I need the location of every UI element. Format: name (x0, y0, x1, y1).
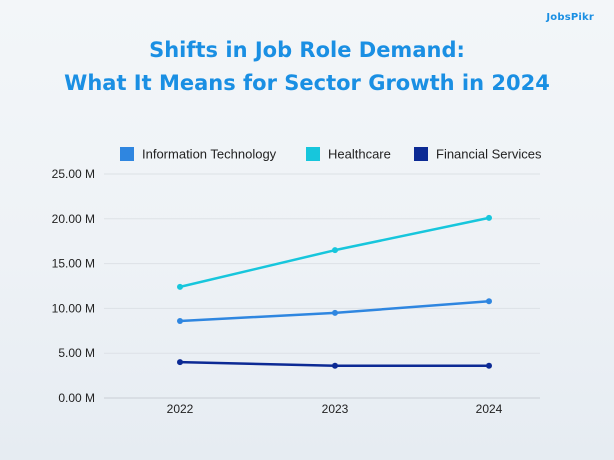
data-point (332, 247, 338, 254)
chart-title-line-2: What It Means for Sector Growth in 2024 (64, 71, 550, 95)
data-point (332, 309, 338, 316)
x-tick-label: 2022 (167, 402, 194, 416)
y-axis: 0.00 M 5.00 M 10.00 M 15.00 M 20.00 M 25.00 M (52, 167, 95, 405)
legend-swatch (120, 147, 134, 161)
y-tick-label: 5.00 M (58, 346, 95, 360)
y-tick-label: 20.00 M (52, 212, 95, 226)
data-point (486, 214, 492, 221)
x-axis: 2022 2023 2024 (167, 402, 503, 416)
data-point (177, 283, 183, 290)
y-tick-label: 10.00 M (52, 301, 95, 315)
legend-swatch (306, 147, 320, 161)
y-tick-label: 0.00 M (58, 391, 95, 405)
y-tick-label: 15.00 M (52, 257, 95, 271)
legend: Information Technology Healthcare Financia… (120, 147, 542, 162)
series-lines (177, 214, 492, 369)
legend-label: Financial Services (436, 147, 542, 162)
chart-title: Shifts in Job Role Demand: What It Means… (0, 34, 614, 100)
data-point (486, 362, 492, 369)
gridlines (104, 173, 540, 399)
brand-logo: JobsPikr (546, 12, 594, 23)
data-point (177, 317, 183, 324)
y-tick-label: 25.00 M (52, 167, 95, 181)
data-point (486, 298, 492, 305)
x-tick-label: 2024 (476, 402, 503, 416)
legend-label: Information Technology (142, 147, 277, 162)
data-point (177, 359, 183, 366)
legend-swatch (414, 147, 428, 161)
legend-label: Healthcare (328, 147, 391, 162)
data-point (332, 362, 338, 369)
x-tick-label: 2023 (322, 402, 349, 416)
chart-title-line-1: Shifts in Job Role Demand: (149, 38, 465, 62)
